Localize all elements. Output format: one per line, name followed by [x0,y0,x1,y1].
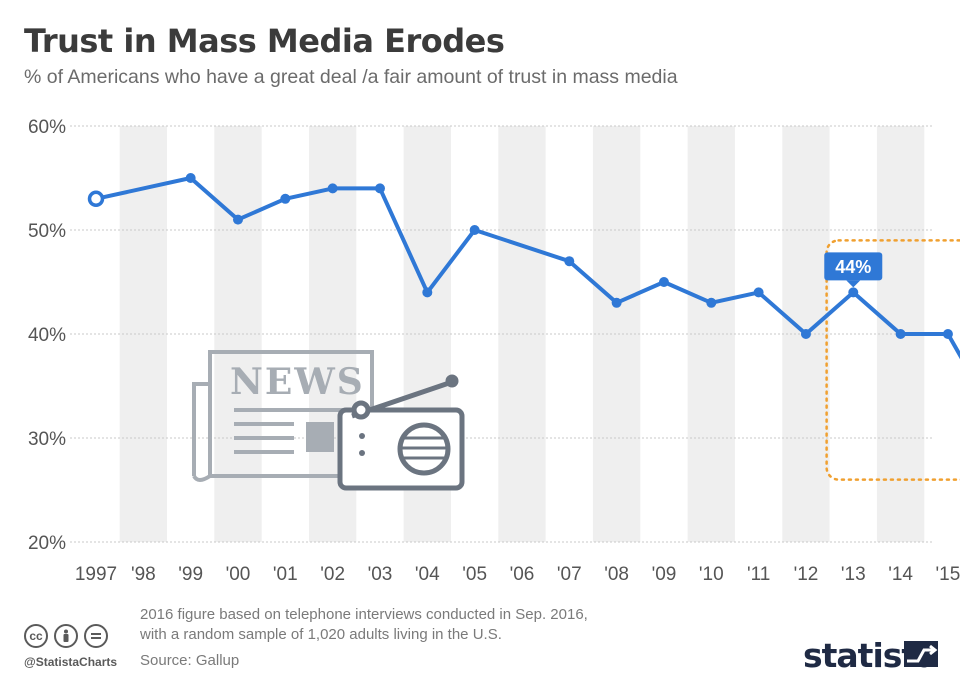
data-point [611,297,622,308]
data-point [800,329,811,339]
source-note: Source: Gallup [140,652,240,669]
data-label-pointer [846,280,861,288]
data-label: 44% [824,252,883,288]
series-line [95,176,960,360]
highlight-box [825,239,960,481]
cc-icon: cc [24,624,48,648]
x-tick-label: '12 [794,564,819,585]
x-tick-label: '00 [226,564,251,585]
x-tick-label: '02 [320,564,345,585]
data-point [327,183,338,194]
license-icons: cc [24,624,108,648]
x-tick-label: '15 [936,564,960,585]
data-points [87,173,953,339]
data-annotations: 44%32% [824,252,883,288]
media-illustration: NEWS [192,350,465,491]
newspaper-icon [192,350,374,482]
twitter-handle[interactable]: @StatistaCharts [24,655,118,669]
attribution-icon [54,624,78,648]
y-axis-ticks: 20% 30% 40% 50% 60% [28,117,66,554]
line-chart: 20% 30% 40% 50% 60% 1997 '98 '99 '00 '01 '02 '03 '0… [28,117,960,585]
x-tick-label: '05 [462,564,487,585]
data-point [706,297,717,308]
year-band [592,126,641,542]
data-point [232,214,243,225]
data-point [280,193,291,204]
x-tick-label: '03 [368,564,393,585]
x-tick-label: '98 [131,564,156,585]
footnote-line-1: 2016 figure based on telephone interview… [140,606,588,623]
x-tick-label: '06 [510,564,535,585]
data-point [753,287,764,298]
y-tick-label: 40% [28,325,66,346]
y-tick-label: 30% [28,429,66,450]
data-point [422,287,433,298]
x-tick-label: '13 [841,564,866,585]
data-point [185,173,196,183]
data-point [658,277,669,287]
x-tick-label: '09 [652,564,677,585]
x-tick-label: 1997 [75,564,117,585]
news-label: NEWS [230,361,365,403]
x-tick-label: '14 [888,564,913,585]
y-tick-label: 20% [28,533,66,554]
x-tick-label: '99 [178,564,203,585]
statista-logo-icon[interactable] [904,641,938,667]
data-point [564,256,575,267]
y-tick-label: 50% [28,221,66,242]
chart-title: Trust in Mass Media Erodes [24,22,505,60]
x-tick-label: '11 [747,564,770,585]
gridlines [70,125,934,543]
footnote: 2016 figure based on telephone interview… [140,605,588,645]
footnote-line-2: with a random sample of 1,020 adults liv… [140,626,502,643]
x-tick-label: '07 [557,564,582,585]
data-point [374,183,385,194]
radio-icon [337,374,465,491]
x-tick-label: '01 [273,564,298,585]
data-point [942,329,953,339]
data-label-box [824,252,883,281]
x-tick-label: '10 [699,564,724,585]
data-point [848,287,859,298]
data-point [469,225,480,235]
x-tick-label: '08 [604,564,629,585]
x-axis-ticks: 1997 '98 '99 '00 '01 '02 '03 '04 '05 '06 '07 '08 '09… [75,564,960,585]
y-tick-label: 60% [28,117,66,138]
data-point [895,329,906,339]
data-point [87,190,105,208]
chart-subtitle: % of Americans who have a great deal /a … [24,66,678,88]
x-tick-label: '04 [415,564,440,585]
data-label-text: 44% [835,257,871,277]
no-derivatives-icon [84,624,108,648]
